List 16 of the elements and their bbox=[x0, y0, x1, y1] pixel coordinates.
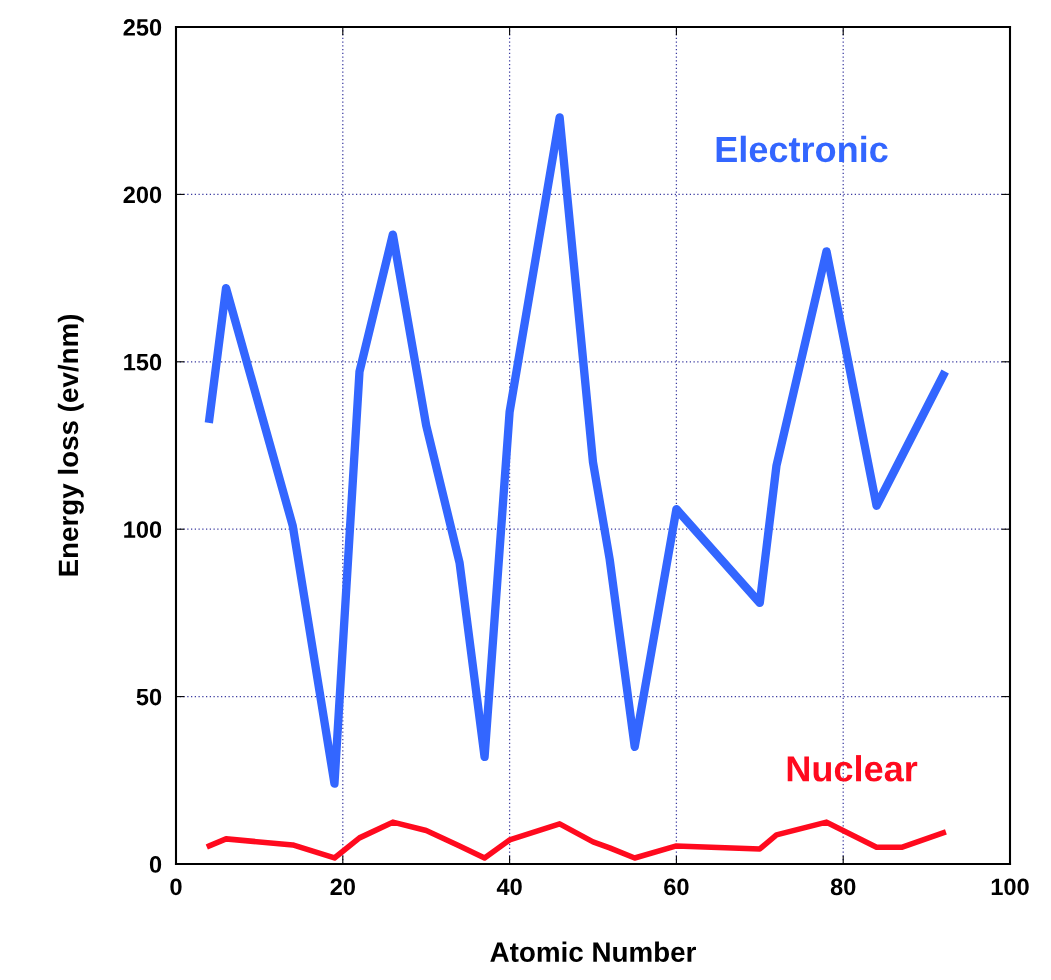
text: Electronic bbox=[716, 135, 888, 163]
y-tick-label: 200 bbox=[123, 186, 162, 204]
x-tick-label: 20 bbox=[330, 878, 355, 896]
y-tick-label: 100 bbox=[124, 521, 162, 538]
x-tick-label: 100 bbox=[991, 878, 1029, 896]
x-tick-label: 0 bbox=[170, 878, 182, 896]
x-tick-label: 40 bbox=[496, 878, 522, 896]
y-tick-label: 250 bbox=[123, 19, 162, 36]
y-tick-label: 150 bbox=[124, 353, 162, 371]
x-tick-label: 60 bbox=[664, 878, 689, 896]
y-tick-label: 50 bbox=[136, 688, 162, 706]
x-axis-title: Atomic Number bbox=[490, 941, 696, 962]
series-label: Nuclear bbox=[787, 755, 918, 782]
y-tick-label: 0 bbox=[149, 856, 162, 873]
y-axis-title: Energy loss (ev/nm) bbox=[57, 314, 84, 576]
x-tick-label: 80 bbox=[830, 878, 856, 896]
